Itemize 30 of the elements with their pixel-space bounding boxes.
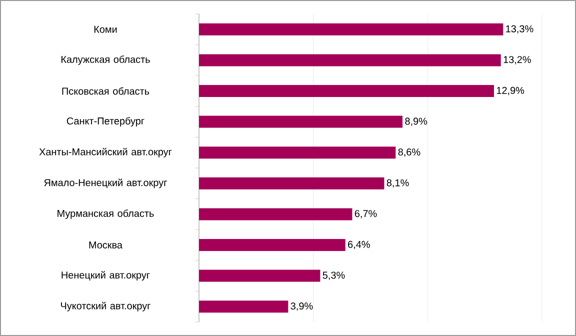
data-label: 12,9% [496, 86, 524, 96]
data-label: 6,4% [348, 240, 370, 250]
y-tick-label: Санкт-Петербург [66, 117, 144, 126]
data-label: 3,9% [290, 302, 313, 311]
bar [199, 177, 384, 190]
bar [199, 270, 320, 282]
data-label: 8,9% [405, 118, 428, 126]
data-label: 6,7% [354, 210, 377, 218]
data-label: 8,1% [386, 179, 409, 188]
y-tick-label: Ненецкий авт.округ [62, 271, 150, 281]
y-tick-label: Москва [89, 242, 122, 248]
data-label: 13,3% [506, 25, 534, 34]
bar [199, 300, 288, 313]
y-tick-label: Псковская область [62, 87, 150, 95]
bar [199, 208, 352, 220]
y-tick-label: Коми [94, 26, 117, 33]
bar [199, 116, 403, 128]
data-label: 8,6% [398, 148, 420, 157]
bar [199, 239, 346, 251]
bar [199, 23, 504, 36]
bar [199, 146, 396, 159]
y-tick-label: Мурманская область [58, 210, 154, 219]
y-tick-label: Чукотский авт.округ [61, 302, 150, 312]
data-label: 5,3% [322, 272, 345, 280]
bar [199, 84, 494, 97]
bar [199, 54, 501, 66]
y-tick-label: Ханты-Мансийский авт.округ [39, 148, 172, 158]
y-tick-label: Ямало-Ненецкий авт.округ [44, 178, 167, 188]
data-label: 13,2% [504, 56, 531, 64]
y-tick-label: Калужская область [61, 56, 150, 65]
